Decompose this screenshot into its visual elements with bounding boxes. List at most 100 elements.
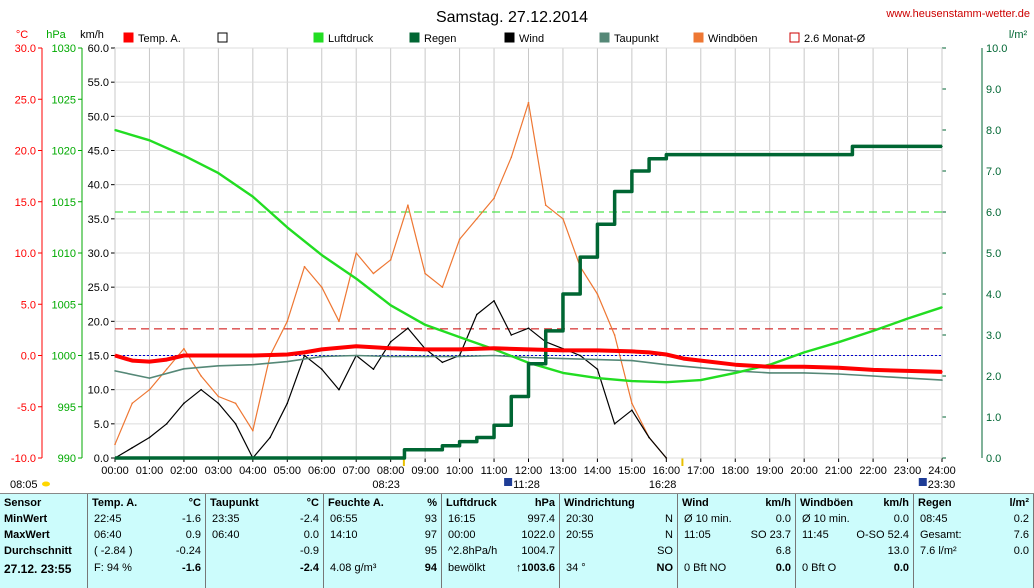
series-pressure-point	[286, 226, 289, 229]
kmh-tick-label: 30.0	[88, 248, 109, 260]
series-gusts-point	[476, 218, 478, 220]
column-header: Windrichtung	[564, 497, 635, 509]
legend-layer: Temp. A. Luftdruck Regen Wind Taupunkt Windbö…	[123, 32, 866, 45]
series-temperature-point	[389, 347, 392, 350]
rain-tick-label: 7.0	[986, 166, 1001, 178]
series-temperature-point	[631, 350, 633, 353]
temp-tick-label: 10.0	[15, 248, 36, 260]
legend-swatch	[123, 32, 134, 43]
series-rain-point	[665, 153, 668, 156]
series-gusts	[114, 101, 668, 459]
series-wind-point	[665, 457, 668, 459]
kmh-unit-label: km/h	[80, 29, 104, 41]
series-gusts-point	[631, 402, 633, 405]
series-dewpoint-point	[252, 363, 254, 366]
series-wind-point	[527, 327, 530, 329]
series-rain-point	[114, 457, 116, 459]
temp-tick-label: 30.0	[15, 43, 36, 55]
row-value: 1022.0	[521, 529, 555, 541]
summary-panel: Sensor MinWert MaxWert Durchschnitt 27.1…	[0, 493, 1034, 588]
series-wind-point	[303, 354, 306, 357]
row-value: N	[665, 529, 673, 541]
row-label: 11:05	[684, 529, 711, 541]
column-unit: km/h	[765, 497, 791, 509]
time-tick-label: 16:00	[653, 465, 681, 477]
series-dewpoint-point	[768, 372, 771, 374]
column-unit: °C	[306, 497, 319, 509]
kmh-tick-label: 60.0	[88, 43, 109, 55]
column-unit: hPa	[534, 497, 555, 509]
time-tick-label: 07:00	[342, 465, 370, 477]
legend-entry: Taupunkt	[599, 32, 659, 45]
series-wind-point	[217, 402, 220, 405]
hpa-tick-label: 1010	[52, 248, 76, 260]
legend-label: Temp. A.	[138, 33, 181, 45]
row-label: ^2.8hPa/h	[448, 545, 498, 557]
time-tick-label: 20:00	[790, 465, 818, 477]
rain-tick-label: 1.0	[986, 412, 1001, 424]
kmh-tick-label: 50.0	[88, 111, 109, 123]
series-wind-point	[407, 327, 409, 329]
series-rain-point	[544, 330, 547, 332]
series-rain-point	[803, 153, 805, 156]
time-tick-label: 05:00	[274, 465, 302, 477]
series-pressure-point	[596, 377, 599, 379]
row-value: O-SO 52.4	[856, 529, 909, 541]
series-dewpoint-point	[424, 355, 426, 358]
time-tick-label: 00:00	[101, 465, 129, 477]
series-pressure-point	[389, 304, 392, 307]
legend-swatch	[504, 32, 515, 43]
series-gusts-point	[338, 320, 340, 323]
series-temperature-point	[286, 353, 289, 356]
row-value: 6.8	[775, 545, 791, 557]
time-tick-label: 19:00	[756, 465, 784, 477]
row-value: -1.6	[182, 513, 201, 525]
series-rain-point	[441, 444, 444, 447]
series-dewpoint-point	[665, 363, 668, 366]
row-value: 0.9	[185, 529, 201, 541]
series-gusts-point	[252, 429, 254, 432]
rain-tick-label: 3.0	[986, 330, 1001, 342]
legend-swatch	[313, 32, 324, 43]
series-temperature-point	[699, 359, 702, 362]
series-gusts-point	[544, 204, 547, 206]
rain-tick-label: 6.0	[986, 207, 1001, 219]
kmh-tick-label: 20.0	[88, 316, 109, 328]
series-temperature-point	[165, 358, 168, 361]
column-header: Luftdruck	[446, 497, 497, 509]
time-tick-label: 04:00	[239, 465, 267, 477]
hpa-tick-label: 1025	[52, 94, 76, 106]
legend-entry: Luftdruck	[313, 32, 374, 45]
series-pressure-point	[699, 379, 702, 381]
website-link[interactable]: www.heusenstamm-wetter.de	[885, 8, 1030, 20]
series-pressure-point	[183, 154, 185, 157]
legend-entry	[217, 32, 228, 43]
rain-tick-label: 10.0	[986, 43, 1007, 55]
row-label: 4.08 g/m³	[330, 562, 377, 574]
sunset-time: 16:28	[649, 479, 677, 490]
wind-direction-column: Windrichtung 20:30 N 20:55 N SO 34 ° NO	[560, 494, 678, 588]
series-temperature-point	[493, 347, 495, 350]
series-pressure-point	[148, 139, 151, 142]
series-gusts-point	[424, 272, 426, 275]
series-gusts-point	[613, 334, 616, 336]
series-gusts-point	[114, 443, 116, 446]
series-temperature-point	[320, 348, 323, 351]
series-pressure-point	[217, 172, 220, 174]
row-value: 97	[424, 529, 437, 541]
row-label: Gesamt:	[920, 529, 962, 541]
row-value: 0.0	[775, 562, 791, 574]
series-wind-point	[372, 368, 375, 370]
time-tick-label: 18:00	[721, 465, 749, 477]
row-value: SO	[657, 545, 673, 557]
hpa-tick-label: 1015	[52, 197, 76, 209]
column-unit: °C	[188, 497, 201, 509]
hpa-tick-label: 1030	[52, 43, 76, 55]
series-wind-point	[389, 341, 392, 343]
sunrise-time-1: 08:05	[10, 479, 38, 490]
temp-tick-label: -5.0	[17, 402, 36, 414]
series-dewpoint-point	[320, 355, 323, 358]
legend-label: Luftdruck	[328, 33, 374, 45]
time-tick-label: 13:00	[549, 465, 577, 477]
temp-tick-label: 0.0	[21, 351, 36, 363]
